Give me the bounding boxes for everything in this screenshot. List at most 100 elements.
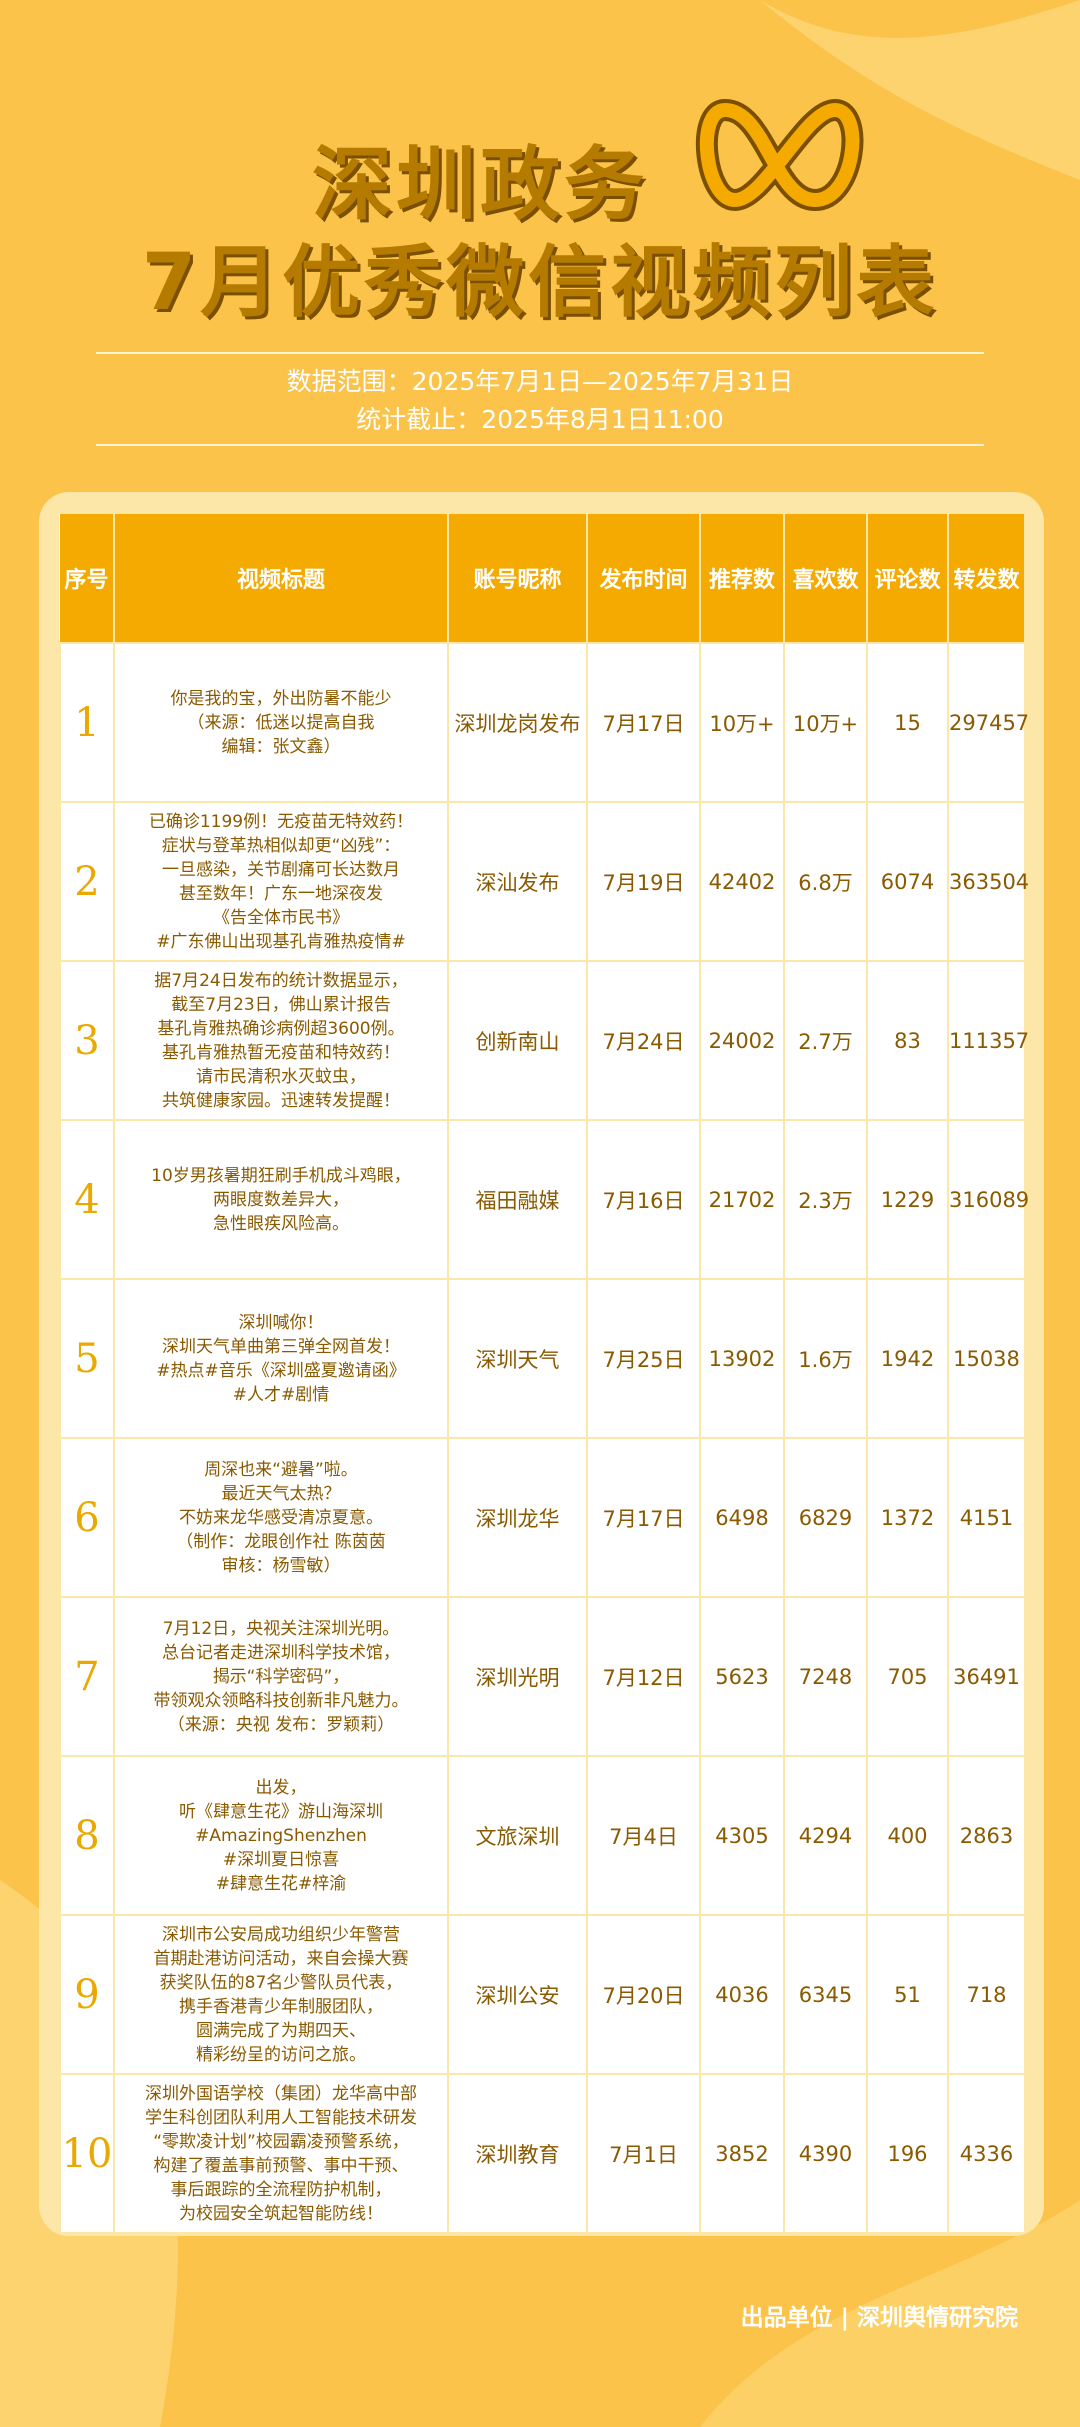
account-name: 深圳教育 <box>447 2073 588 2234</box>
column-header: 评论数 <box>867 514 949 643</box>
like-count: 6.8万 <box>783 801 868 962</box>
account-name: 深圳光明 <box>447 1596 588 1757</box>
video-title: 10岁男孩暑期狂刷手机成斗鸡眼， 两眼度数差异大， 急性眼疾风险高。 <box>113 1119 449 1280</box>
like-count: 2.3万 <box>783 1119 868 1280</box>
comment-count: 1229 <box>866 1119 949 1280</box>
account-name: 深圳龙华 <box>447 1437 588 1598</box>
video-title: 7月12日，央视关注深圳光明。 总台记者走进深圳科学技术馆， 揭示“科学密码”，… <box>113 1596 449 1757</box>
recommend-count: 4036 <box>699 1914 785 2075</box>
share-count: 15038 <box>947 1278 1026 1439</box>
column-header: 序号 <box>60 514 115 643</box>
publish-date: 7月17日 <box>586 642 701 803</box>
recommend-count: 42402 <box>699 801 785 962</box>
title-line1: 深圳政务 <box>312 138 648 231</box>
video-title: 周深也来“避暑”啦。 最近天气太热？ 不妨来龙华感受清凉夏意。 （制作：龙眼创作… <box>113 1437 449 1598</box>
video-title: 深圳喊你！ 深圳天气单曲第三弹全网首发！ #热点#音乐《深圳盛夏邀请函》 #人才… <box>113 1278 449 1439</box>
like-count: 1.6万 <box>783 1278 868 1439</box>
video-title: 深圳市公安局成功组织少年警营 首期赴港访问活动，来自会操大赛 获奖队伍的87名少… <box>113 1914 449 2075</box>
share-count: 718 <box>947 1914 1026 2075</box>
cutoff: 统计截止：2025年8月1日11:00 <box>356 405 724 434</box>
table-row: 3 据7月24日发布的统计数据显示， 截至7月23日，佛山累计报告 基孔肯雅热确诊… <box>59 960 1029 1121</box>
video-title: 你是我的宝，外出防暑不能少 （来源：低迷以提高自我 编辑：张文鑫） <box>113 642 449 803</box>
row-number: 10 <box>59 2073 115 2234</box>
publish-date: 7月24日 <box>586 960 701 1121</box>
video-title: 深圳外国语学校（集团）龙华高中部 学生科创团队利用人工智能技术研发 “零欺凌计划… <box>113 2073 449 2234</box>
row-number: 1 <box>59 642 115 803</box>
table-row: 7 7月12日，央视关注深圳光明。 总台记者走进深圳科学技术馆， 揭示“科学密码”… <box>59 1596 1026 1757</box>
comment-count: 400 <box>866 1755 949 1916</box>
like-count: 6829 <box>783 1437 868 1598</box>
video-title: 出发， 听《肆意生花》游山海深圳 #AmazingShenzhen #深圳夏日惊… <box>113 1755 449 1916</box>
recommend-count: 3852 <box>699 2073 785 2234</box>
row-number: 7 <box>59 1596 115 1757</box>
recommend-count: 4305 <box>699 1755 785 1916</box>
date-range: 数据范围：2025年7月1日—2025年7月31日 <box>286 367 794 396</box>
row-number: 2 <box>59 801 115 962</box>
table-row: 8 出发， 听《肆意生花》游山海深圳 #AmazingShenzhen #深圳夏日… <box>59 1755 1026 1916</box>
recommend-count: 24002 <box>699 960 785 1121</box>
column-header: 喜欢数 <box>784 514 868 643</box>
column-header: 转发数 <box>948 514 1026 643</box>
column-header: 账号昵称 <box>448 514 588 643</box>
recommend-count: 10万+ <box>699 642 785 803</box>
divider <box>96 444 984 446</box>
comment-count: 51 <box>866 1914 949 2075</box>
publish-date: 7月20日 <box>586 1914 701 2075</box>
publish-date: 7月12日 <box>586 1596 701 1757</box>
row-number: 3 <box>59 960 115 1121</box>
recommend-count: 13902 <box>699 1278 785 1439</box>
table-row: 4 10岁男孩暑期狂刷手机成斗鸡眼， 两眼度数差异大， 急性眼疾风险高。 福田融媒 7… <box>59 1119 1029 1280</box>
comment-count: 1372 <box>866 1437 949 1598</box>
share-count: 2863 <box>947 1755 1026 1916</box>
comment-count: 83 <box>866 960 949 1121</box>
row-number: 4 <box>59 1119 115 1280</box>
account-name: 福田融媒 <box>447 1119 588 1280</box>
account-name: 创新南山 <box>447 960 588 1121</box>
table-row: 2 已确诊1199例！无疫苗无特效药！ 症状与登革热相似却更“凶残”： 一旦感染，… <box>59 801 1029 962</box>
column-header: 视频标题 <box>114 514 449 643</box>
footer: 出品单位 | 深圳舆情研究院 <box>740 2305 1018 2331</box>
share-count: 316089 <box>947 1119 1029 1280</box>
like-count: 10万+ <box>783 642 868 803</box>
table-row: 9 深圳市公安局成功组织少年警营 首期赴港访问活动，来自会操大赛 获奖队伍的87名… <box>59 1914 1026 2075</box>
share-count: 4336 <box>947 2073 1026 2234</box>
video-table: 序号 视频标题 账号昵称 发布时间 推荐数 喜欢数 评论数 转发数 1 你是我的宝，外出防暑不能… <box>59 514 1029 2234</box>
row-number: 6 <box>59 1437 115 1598</box>
publish-date: 7月1日 <box>586 2073 701 2234</box>
publish-date: 7月19日 <box>586 801 701 962</box>
recommend-count: 21702 <box>699 1119 785 1280</box>
table-row: 1 你是我的宝，外出防暑不能少 （来源：低迷以提高自我 编辑：张文鑫） 深圳龙岗发布… <box>59 642 1029 803</box>
comment-count: 1942 <box>866 1278 949 1439</box>
account-name: 文旅深圳 <box>447 1755 588 1916</box>
row-number: 9 <box>59 1914 115 2075</box>
recommend-count: 5623 <box>699 1596 785 1757</box>
table-row: 6 周深也来“避暑”啦。 最近天气太热？ 不妨来龙华感受清凉夏意。 （制作：龙眼创… <box>59 1437 1026 1598</box>
publish-date: 7月16日 <box>586 1119 701 1280</box>
recommend-count: 6498 <box>699 1437 785 1598</box>
like-count: 2.7万 <box>783 960 868 1121</box>
column-header: 推荐数 <box>700 514 785 643</box>
like-count: 4294 <box>783 1755 868 1916</box>
account-name: 深圳龙岗发布 <box>447 642 588 803</box>
video-title: 已确诊1199例！无疫苗无特效药！ 症状与登革热相似却更“凶残”： 一旦感染，关… <box>113 801 449 962</box>
title-line2: 7月优秀微信视频列表 <box>141 238 939 328</box>
video-title: 据7月24日发布的统计数据显示， 截至7月23日，佛山累计报告 基孔肯雅热确诊病… <box>113 960 449 1121</box>
comment-count: 705 <box>866 1596 949 1757</box>
like-count: 6345 <box>783 1914 868 2075</box>
comment-count: 196 <box>866 2073 949 2234</box>
table-row: 5 深圳喊你！ 深圳天气单曲第三弹全网首发！ #热点#音乐《深圳盛夏邀请函》 #人… <box>59 1278 1026 1439</box>
header-row: 序号 视频标题 账号昵称 发布时间 推荐数 喜欢数 评论数 转发数 <box>60 514 1026 643</box>
row-number: 5 <box>59 1278 115 1439</box>
share-count: 4151 <box>947 1437 1026 1598</box>
share-count: 36491 <box>947 1596 1026 1757</box>
share-count: 363504 <box>947 801 1029 962</box>
column-header: 发布时间 <box>587 514 701 643</box>
publish-date: 7月25日 <box>586 1278 701 1439</box>
comment-count: 6074 <box>866 801 949 962</box>
publish-date: 7月4日 <box>586 1755 701 1916</box>
share-count: 111357 <box>947 960 1029 1121</box>
table-row: 10 深圳外国语学校（集团）龙华高中部 学生科创团队利用人工智能技术研发 “零欺凌… <box>59 2073 1026 2234</box>
account-name: 深汕发布 <box>447 801 588 962</box>
like-count: 7248 <box>783 1596 868 1757</box>
